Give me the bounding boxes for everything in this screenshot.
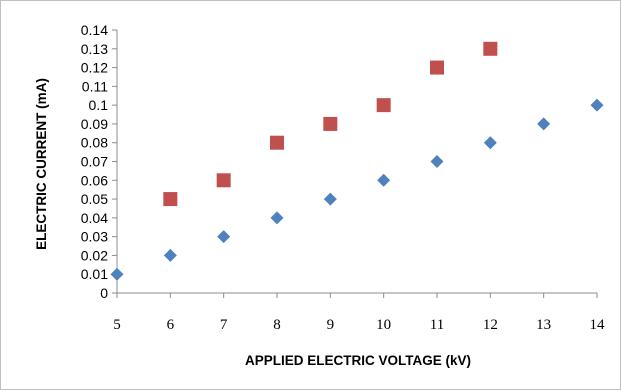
y-tick-label: 0.07 — [81, 154, 108, 170]
data-point-diamond — [430, 155, 444, 168]
data-point-square — [270, 135, 284, 150]
x-tick-label: 12 — [483, 317, 498, 333]
y-tick-label: 0.13 — [81, 41, 108, 57]
y-tick-label: 0.09 — [81, 116, 108, 132]
data-point-diamond — [537, 117, 551, 131]
y-tick-label: 0.06 — [81, 172, 108, 188]
x-axis-title: APPLIED ELECTRIC VOLTAGE (kV) — [245, 353, 471, 368]
y-tick-label: 0.11 — [82, 78, 108, 94]
y-tick-label: 0.04 — [81, 210, 108, 226]
y-axis-title: ELECTRIC CURRENT (mA) — [34, 78, 49, 250]
y-tick-label: 0.02 — [81, 247, 108, 263]
y-tick-labels: 0 0.01 0.02 0.03 0.04 0.05 0.06 0.07 0.08 0.09 0.1… — [81, 22, 108, 301]
x-tick-label: 11 — [430, 317, 444, 333]
data-point-diamond — [590, 98, 604, 112]
data-point-square — [216, 173, 231, 188]
y-tick-label: 0.12 — [81, 60, 108, 76]
y-tick-label: 0.01 — [81, 266, 108, 282]
x-tick-label: 6 — [167, 317, 175, 333]
y-tick-label: 0.08 — [81, 135, 108, 151]
x-tick-label: 10 — [376, 317, 391, 333]
data-point-square — [163, 192, 178, 207]
data-point-diamond — [270, 211, 284, 225]
y-tick-label: 0.14 — [81, 22, 108, 38]
data-point-diamond — [323, 192, 337, 206]
data-point-diamond — [217, 230, 231, 244]
axes — [112, 29, 598, 298]
data-point-diamond — [377, 173, 391, 187]
data-point-diamond — [163, 248, 177, 262]
x-tick-label: 13 — [536, 317, 551, 333]
y-tick-label: 0.05 — [81, 191, 108, 207]
x-tick-label: 9 — [327, 317, 335, 333]
y-tick-label: 0 — [100, 285, 108, 301]
x-tick-labels: 5 6 7 8 9 10 11 12 13 14 — [113, 317, 605, 333]
data-point-square — [323, 116, 338, 131]
data-points — [110, 41, 604, 281]
y-tick-label: 0.1 — [89, 97, 109, 113]
x-tick-label: 8 — [273, 317, 281, 333]
y-tick-label: 0.03 — [81, 229, 108, 245]
data-point-diamond — [483, 136, 497, 150]
x-tick-label: 14 — [590, 317, 606, 333]
x-tick-label: 5 — [113, 317, 121, 333]
x-tick-label: 7 — [220, 317, 228, 333]
data-point-square — [430, 60, 444, 75]
data-point-diamond — [110, 267, 124, 281]
data-point-square — [483, 41, 498, 56]
data-point-square — [376, 98, 391, 113]
